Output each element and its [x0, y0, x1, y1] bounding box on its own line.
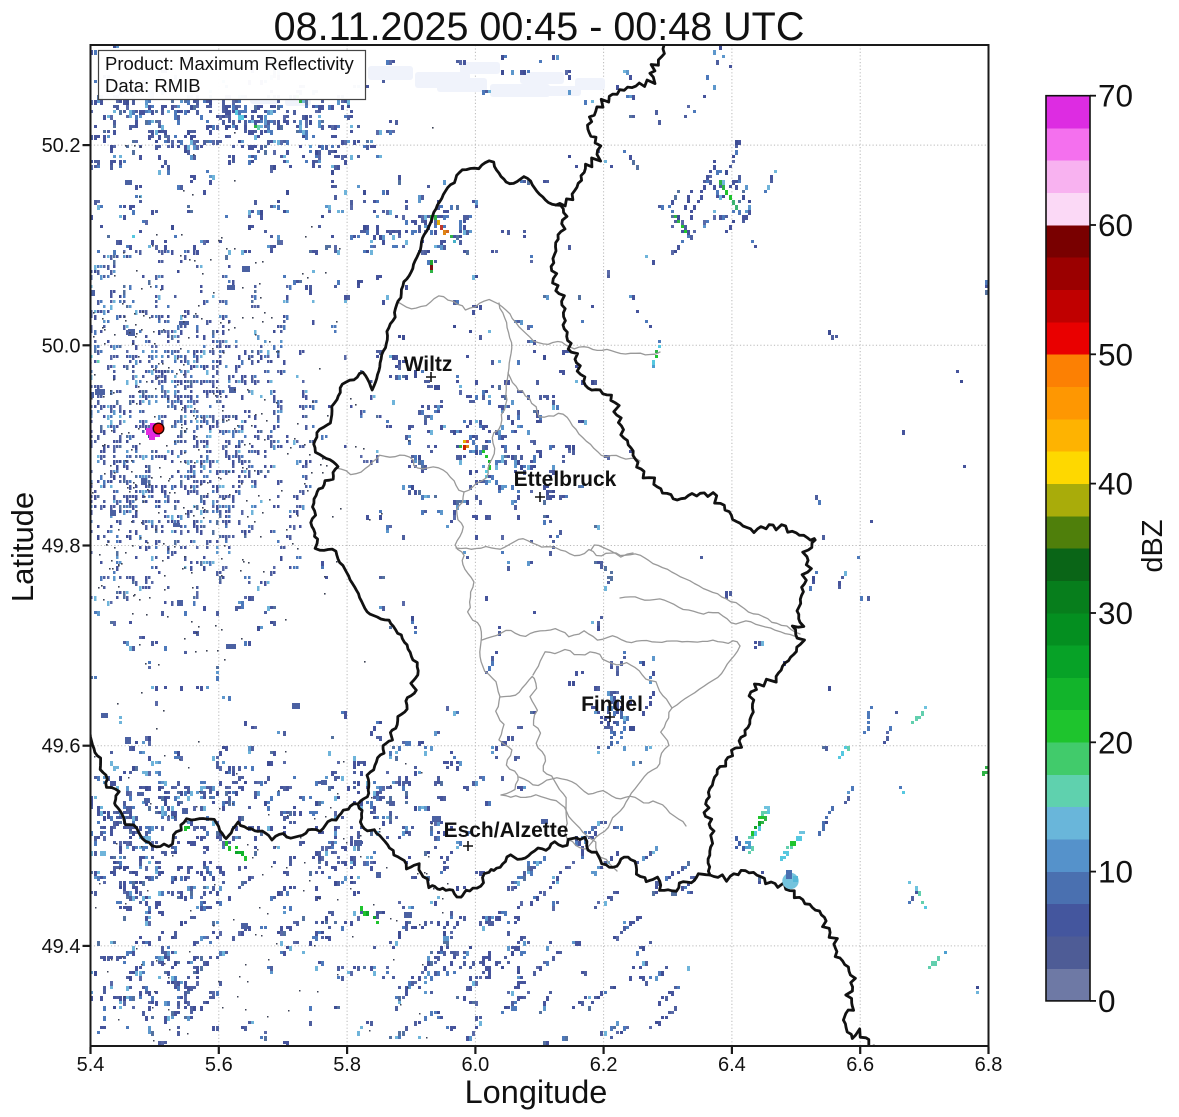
svg-text:08.11.2025 00:45 - 00:48 UTC: 08.11.2025 00:45 - 00:48 UTC	[274, 5, 805, 49]
svg-text:50.0: 50.0	[42, 335, 81, 357]
svg-text:Latitude: Latitude	[5, 492, 40, 602]
svg-text:5.6: 5.6	[205, 1054, 233, 1076]
svg-text:Ettelbruck: Ettelbruck	[514, 468, 617, 491]
svg-text:6.0: 6.0	[461, 1054, 489, 1076]
svg-text:49.8: 49.8	[42, 536, 81, 558]
svg-text:6.4: 6.4	[718, 1054, 746, 1076]
svg-text:49.4: 49.4	[42, 936, 81, 958]
svg-text:5.4: 5.4	[77, 1054, 105, 1076]
svg-text:50.2: 50.2	[42, 135, 81, 157]
svg-text:49.6: 49.6	[42, 736, 81, 758]
svg-text:5.8: 5.8	[333, 1054, 361, 1076]
svg-text:Product: Maximum Reflectivity: Product: Maximum Reflectivity	[105, 53, 355, 74]
svg-text:Wiltz: Wiltz	[404, 353, 453, 376]
svg-text:Data: RMIB: Data: RMIB	[105, 75, 201, 96]
svg-text:Findel: Findel	[581, 693, 643, 716]
svg-text:Longitude: Longitude	[465, 1074, 608, 1110]
svg-text:6.8: 6.8	[975, 1054, 1003, 1076]
svg-text:6.2: 6.2	[590, 1054, 618, 1076]
svg-text:6.6: 6.6	[846, 1054, 874, 1076]
svg-text:Esch/Alzette: Esch/Alzette	[444, 819, 569, 842]
